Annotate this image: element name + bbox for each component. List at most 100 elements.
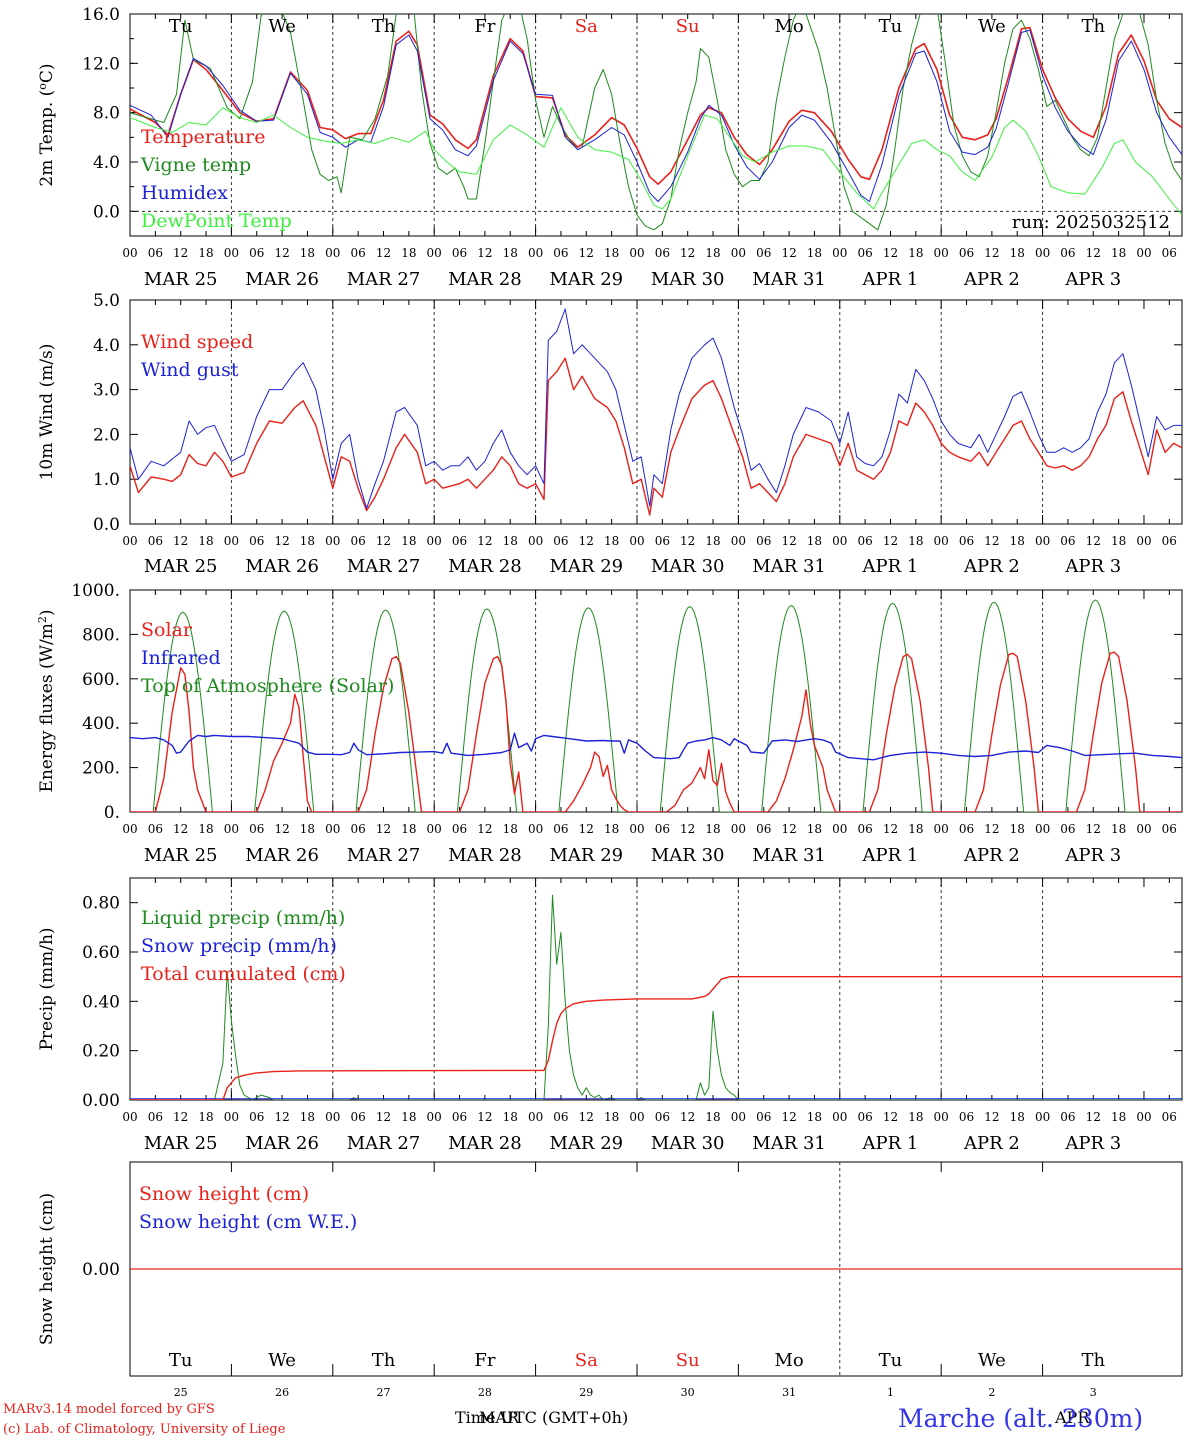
hour-tick-label: 18 xyxy=(1010,1110,1025,1124)
weekday-label: Th xyxy=(1081,1350,1105,1371)
weekday-label: Tu xyxy=(879,1350,903,1371)
hour-tick-label: 12 xyxy=(680,1110,695,1124)
legend-entry: DewPoint Temp xyxy=(141,210,292,232)
date-label: APR 3 xyxy=(1064,1133,1121,1154)
hour-tick-label: 18 xyxy=(604,1110,619,1124)
hour-tick-label: 00 xyxy=(528,822,543,836)
hour-tick-label: 12 xyxy=(376,534,391,548)
hour-tick-label: 18 xyxy=(1010,822,1025,836)
day-number-label: 28 xyxy=(478,1386,492,1399)
hour-tick-label: 00 xyxy=(1136,246,1151,260)
weekday-label: Su xyxy=(676,16,700,37)
hour-tick-label: 06 xyxy=(452,534,467,548)
date-label: MAR 27 xyxy=(347,845,421,866)
hour-tick-label: 00 xyxy=(427,822,442,836)
day-number-label: 31 xyxy=(782,1386,796,1399)
y-tick-label: 4.0 xyxy=(93,153,120,173)
hour-tick-label: 00 xyxy=(122,822,137,836)
hour-tick-label: 06 xyxy=(351,822,366,836)
date-label: MAR 29 xyxy=(549,1133,623,1154)
hour-tick-label: 06 xyxy=(1162,534,1177,548)
y-axis-label: 10m Wind (m/s) xyxy=(37,344,57,481)
hour-tick-label: 12 xyxy=(680,534,695,548)
y-tick-label: 3.0 xyxy=(93,381,120,401)
chart-panel-4: 00 06 12 18 00 06 12 18 00 06 12 18 00 06 12 18 00 06 12 18… xyxy=(37,877,1183,1154)
weekday-label: Mo xyxy=(774,16,803,37)
date-label: APR 1 xyxy=(862,269,919,290)
run-annotation: run: 2025032512 xyxy=(1012,212,1170,233)
hour-tick-label: 12 xyxy=(274,1110,289,1124)
y-tick-label: 1.0 xyxy=(93,470,120,490)
hour-tick-label: 00 xyxy=(325,534,340,548)
y-tick-label: 0.80 xyxy=(82,894,120,914)
y-tick-label: 0. xyxy=(104,803,120,823)
hour-tick-label: 18 xyxy=(198,246,213,260)
hour-tick-label: 18 xyxy=(807,1110,822,1124)
hour-tick-label: 18 xyxy=(908,534,923,548)
date-label: MAR 27 xyxy=(347,1133,421,1154)
hour-tick-label: 06 xyxy=(1162,246,1177,260)
day-number-label: 26 xyxy=(275,1386,289,1399)
series-line-top-of-atmosphere-solar- xyxy=(130,599,1182,812)
hour-tick-label: 18 xyxy=(705,1110,720,1124)
hour-tick-label: 00 xyxy=(934,534,949,548)
hour-tick-label: 12 xyxy=(883,1110,898,1124)
day-number-label: 3 xyxy=(1090,1386,1097,1399)
weekday-label: We xyxy=(978,16,1006,37)
hour-tick-label: 18 xyxy=(807,822,822,836)
hour-tick-label: 18 xyxy=(300,822,315,836)
series-line-liquid-precip-mm-h- xyxy=(130,894,1182,1100)
weekday-label: Sa xyxy=(575,1350,598,1371)
hour-tick-label: 06 xyxy=(756,822,771,836)
date-label: MAR 26 xyxy=(245,269,319,290)
legend-entry: Snow height (cm) xyxy=(139,1183,309,1205)
hour-tick-label: 18 xyxy=(908,822,923,836)
hour-tick-label: 00 xyxy=(1136,822,1151,836)
hour-tick-label: 06 xyxy=(1162,822,1177,836)
hour-tick-label: 18 xyxy=(401,1110,416,1124)
hour-tick-label: 18 xyxy=(705,246,720,260)
y-tick-label: 600. xyxy=(82,670,120,690)
series-line-wind-gust xyxy=(130,308,1182,509)
y-axis-label: 2m Temp. (oC) xyxy=(36,63,57,186)
hour-tick-label: 06 xyxy=(351,246,366,260)
hour-tick-label: 00 xyxy=(224,1110,239,1124)
weekday-label: Fr xyxy=(474,16,495,37)
y-tick-label: 4.0 xyxy=(93,336,120,356)
hour-tick-label: 00 xyxy=(629,1110,644,1124)
hour-tick-label: 12 xyxy=(477,246,492,260)
date-label: MAR 29 xyxy=(549,845,623,866)
chart-panel-2: 00 06 12 18 00 06 12 18 00 06 12 18 00 06 12 18 00 06 12 18… xyxy=(37,291,1183,577)
date-label: MAR 28 xyxy=(448,1133,522,1154)
hour-tick-label: 18 xyxy=(1111,1110,1126,1124)
y-tick-label: 2.0 xyxy=(93,425,120,445)
legend-entry: Snow precip (mm/h) xyxy=(141,935,337,957)
hour-tick-label: 00 xyxy=(1136,1110,1151,1124)
hour-tick-label: 06 xyxy=(553,822,568,836)
date-label: MAR 25 xyxy=(144,845,218,866)
hour-tick-label: 18 xyxy=(1010,534,1025,548)
hour-tick-label: 06 xyxy=(857,534,872,548)
hour-tick-label: 06 xyxy=(1060,1110,1075,1124)
hour-tick-label: 00 xyxy=(1035,822,1050,836)
hour-tick-label: 06 xyxy=(249,246,264,260)
date-label: APR 1 xyxy=(862,556,919,577)
legend-entry: Solar xyxy=(141,619,193,641)
date-label: MAR 30 xyxy=(651,269,725,290)
series-group xyxy=(130,308,1182,516)
weekday-label: Sa xyxy=(575,16,598,37)
apr-month-label: APR xyxy=(1054,1408,1090,1427)
hour-tick-label: 06 xyxy=(1162,1110,1177,1124)
series-line-temperature xyxy=(130,26,1182,185)
hour-tick-label: 00 xyxy=(1035,534,1050,548)
hour-tick-label: 12 xyxy=(579,822,594,836)
hour-tick-label: 00 xyxy=(731,822,746,836)
date-label: MAR 29 xyxy=(549,556,623,577)
hour-tick-label: 00 xyxy=(427,246,442,260)
date-label: MAR 31 xyxy=(752,556,826,577)
hour-tick-label: 12 xyxy=(579,534,594,548)
hour-tick-label: 12 xyxy=(173,822,188,836)
hour-tick-label: 00 xyxy=(832,1110,847,1124)
series-line-humidex xyxy=(130,29,1182,202)
copyright-credit: (c) Lab. of Climatology, University of L… xyxy=(3,1422,286,1437)
